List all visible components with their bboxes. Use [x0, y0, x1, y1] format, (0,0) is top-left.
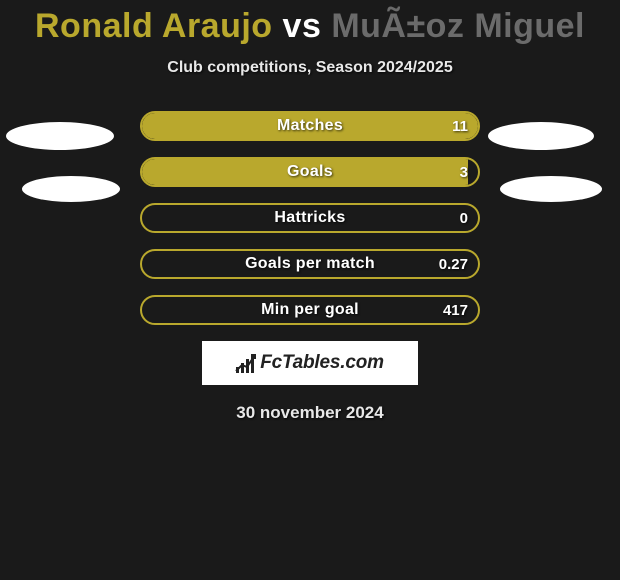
player2-name: MuÃ±oz Miguel — [331, 7, 585, 45]
competition-subtitle: Club competitions, Season 2024/2025 — [0, 59, 620, 77]
stats-chart: Matches11 Goals3 Hattricks0 Goals per match… — [0, 77, 620, 325]
fctables-logo: FcTables.com — [202, 341, 418, 385]
logo-text: FcTables.com — [260, 352, 384, 374]
stat-value: 11 — [452, 113, 468, 139]
stat-row: Goals per match0.27 — [140, 249, 480, 279]
stat-row: Min per goal417 — [140, 295, 480, 325]
stat-value: 3 — [460, 159, 468, 185]
vs-separator: vs — [283, 7, 322, 45]
stat-value: 417 — [443, 297, 468, 323]
stat-value: 0 — [460, 205, 468, 231]
stat-label: Goals — [142, 159, 478, 185]
player-shape-icon — [500, 176, 602, 202]
stat-row: Goals3 — [140, 157, 480, 187]
logo-bars-icon — [236, 353, 254, 373]
stat-label: Hattricks — [142, 205, 478, 231]
player1-name: Ronald Araujo — [35, 7, 273, 45]
snapshot-date: 30 november 2024 — [0, 403, 620, 423]
stat-label: Min per goal — [142, 297, 478, 323]
stat-label: Matches — [142, 113, 478, 139]
stat-row: Matches11 — [140, 111, 480, 141]
player-shape-icon — [6, 122, 114, 150]
stat-value: 0.27 — [439, 251, 468, 277]
comparison-title: Ronald Araujo vs MuÃ±oz Miguel — [0, 0, 620, 45]
player-shape-icon — [488, 122, 594, 150]
stat-row: Hattricks0 — [140, 203, 480, 233]
stat-label: Goals per match — [142, 251, 478, 277]
player-shape-icon — [22, 176, 120, 202]
